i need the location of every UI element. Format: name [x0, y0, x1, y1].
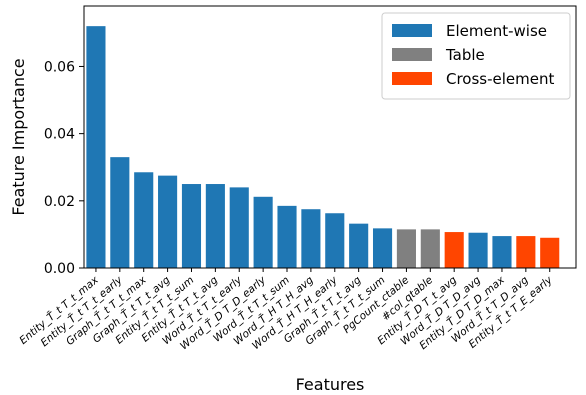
legend-swatch-2 — [392, 48, 432, 61]
legend-label-1: Element-wise — [446, 22, 547, 40]
bar-6 — [205, 184, 225, 268]
bar-4 — [158, 175, 178, 268]
bar-5 — [181, 184, 202, 268]
y-tick-labels: 0.00 0.02 0.04 0.06 — [44, 59, 75, 277]
bar-13 — [372, 228, 393, 268]
legend: Element-wise Table Cross-element — [381, 12, 571, 100]
bar-11 — [325, 213, 345, 268]
bar-12 — [349, 223, 369, 268]
bar-16 — [444, 232, 464, 268]
y-tick-label: 0.04 — [44, 127, 75, 143]
bar-20 — [540, 237, 560, 268]
y-tick-label: 0.00 — [44, 261, 75, 277]
axes-group — [79, 5, 577, 272]
bar-17 — [468, 232, 488, 268]
bar-1 — [86, 26, 106, 269]
bar-2 — [110, 157, 130, 268]
bars-group — [86, 26, 560, 269]
y-axis-title: Feature Importance — [9, 58, 28, 215]
bar-10 — [301, 209, 321, 268]
bar-9 — [277, 205, 297, 268]
bar-3 — [134, 172, 154, 268]
legend-swatch-3 — [392, 72, 432, 85]
bar-14 — [396, 229, 416, 268]
legend-label-2: Table — [445, 46, 485, 64]
bar-18 — [492, 236, 512, 268]
plot-frame — [83, 5, 577, 269]
x-axis-title: Features — [296, 375, 365, 394]
bar-7 — [229, 187, 249, 268]
legend-label-3: Cross-element — [446, 70, 555, 88]
legend-swatch-1 — [392, 24, 432, 37]
bar-15 — [420, 229, 440, 268]
y-tick-label: 0.06 — [44, 59, 75, 75]
bar-8 — [253, 196, 273, 268]
bar-19 — [516, 236, 536, 268]
y-tick-label: 0.02 — [44, 194, 75, 210]
